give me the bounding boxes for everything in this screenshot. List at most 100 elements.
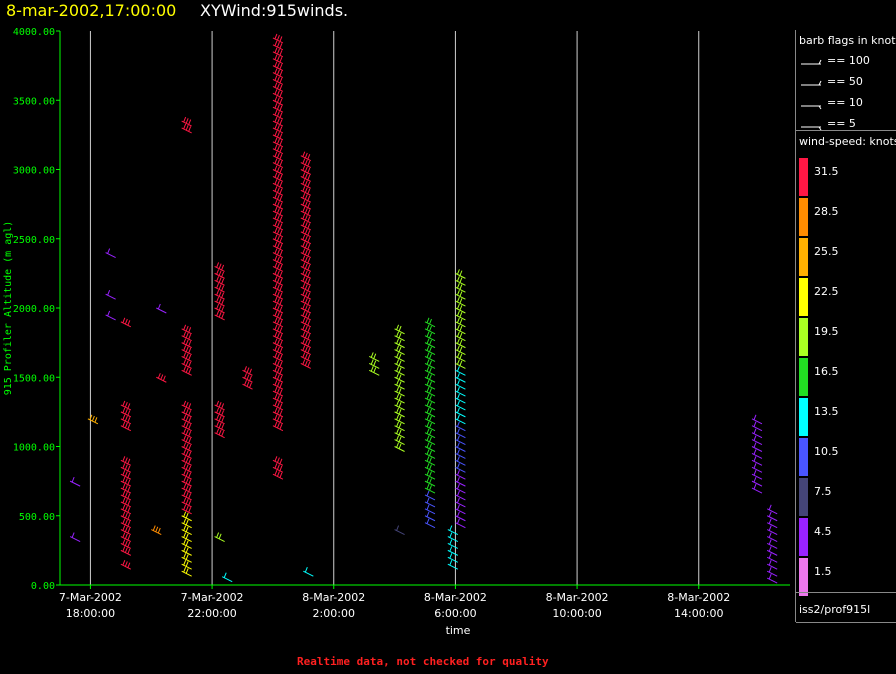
barb-flag xyxy=(183,476,187,483)
barb-flag xyxy=(124,402,128,408)
barb-flag xyxy=(221,299,225,305)
barb-flag xyxy=(456,504,460,511)
barb-flag xyxy=(304,318,308,325)
wind-barb xyxy=(181,116,192,127)
wind-barb xyxy=(272,366,284,376)
barb-flag xyxy=(302,179,306,185)
wind-barb xyxy=(214,276,225,286)
wind-barb xyxy=(221,572,233,583)
barb-flag xyxy=(307,202,311,208)
barb-flag xyxy=(183,407,187,414)
barb-flag xyxy=(183,553,187,559)
wind-barb xyxy=(424,476,436,487)
barb-flag xyxy=(753,414,757,420)
barb-flag xyxy=(307,160,311,167)
wind-barb xyxy=(272,345,284,355)
wind-barb xyxy=(181,421,192,432)
barb-flag xyxy=(183,504,187,511)
barb-flag xyxy=(185,464,189,470)
barb-staff xyxy=(751,452,763,459)
barb-flag xyxy=(188,327,192,333)
barb-flag xyxy=(216,276,220,282)
barb-flag xyxy=(456,497,460,504)
wind-barb xyxy=(424,345,436,355)
barb-flag xyxy=(274,324,278,330)
barb-flag xyxy=(459,311,463,318)
barb-flag xyxy=(279,202,283,208)
barb-flag xyxy=(456,331,460,337)
barb-flag xyxy=(274,400,278,407)
barb-flag xyxy=(124,492,128,498)
barb-flag xyxy=(216,414,220,420)
barb-flag xyxy=(276,277,280,283)
wind-barb xyxy=(272,165,284,175)
barb-flag xyxy=(216,428,220,434)
barb-flag xyxy=(302,193,306,199)
speed-legend-title: wind-speed: knots xyxy=(799,135,896,148)
barb-flag xyxy=(426,373,430,379)
wind-barb xyxy=(455,470,466,480)
barb-flag xyxy=(127,507,131,513)
wind-barb xyxy=(214,269,225,279)
wind-barb xyxy=(300,186,312,196)
barb-flag xyxy=(304,242,308,249)
barb-flag xyxy=(274,421,278,427)
barb-flag xyxy=(127,458,131,465)
barb-flag xyxy=(124,533,128,539)
barb-flag xyxy=(768,539,772,545)
wind-barb xyxy=(181,435,192,446)
barb-flag xyxy=(307,181,311,188)
barb-flag xyxy=(127,520,131,527)
barb-flag xyxy=(768,525,772,531)
barb-flag xyxy=(302,352,306,358)
wind-barb xyxy=(369,366,380,376)
wind-barb xyxy=(181,511,192,522)
wind-barb xyxy=(272,179,284,189)
barb-flag xyxy=(185,471,189,477)
wind-barb xyxy=(455,379,466,390)
barb-flag xyxy=(279,98,283,104)
barb-flag xyxy=(276,221,280,228)
barb-flag xyxy=(188,368,192,375)
wind-barb xyxy=(455,428,466,439)
barb-flag xyxy=(183,366,187,372)
wind-barb xyxy=(766,566,778,577)
wind-barb xyxy=(272,116,284,127)
barb-flag xyxy=(276,138,280,145)
wind-barb xyxy=(120,476,132,487)
barb-flag xyxy=(396,352,400,358)
barb-flag xyxy=(276,90,280,96)
barb-flag xyxy=(183,123,187,130)
barb-flag xyxy=(304,311,308,318)
barb-flag xyxy=(276,125,280,131)
barb-flag xyxy=(302,255,306,261)
wind-barbs xyxy=(69,33,778,584)
wind-barb xyxy=(394,442,405,452)
barb-flag xyxy=(373,353,377,359)
barb-flag xyxy=(183,560,187,566)
barb-flag xyxy=(396,373,400,379)
barb-flag xyxy=(124,408,128,415)
barb-flag xyxy=(276,367,280,373)
speed-scale-label: 10.5 xyxy=(814,445,839,458)
barb-flag xyxy=(127,424,131,430)
barb-flag xyxy=(274,227,278,234)
barb-flag xyxy=(127,493,131,499)
wind-barb xyxy=(300,296,312,307)
wind-barb xyxy=(181,566,192,577)
wind-barb xyxy=(394,352,405,362)
barb-flag xyxy=(396,345,400,351)
wind-barb xyxy=(455,518,466,529)
barb-staff xyxy=(424,501,436,508)
barb-flag xyxy=(218,311,222,318)
barb-flag xyxy=(304,173,308,179)
barb-flag xyxy=(216,532,220,538)
wind-barb xyxy=(214,303,225,314)
barb-flag xyxy=(218,533,222,539)
barb-staff xyxy=(766,563,778,570)
speed-color-swatch xyxy=(799,398,808,436)
wind-barb xyxy=(424,373,436,383)
wind-barb xyxy=(181,338,192,349)
wind-barb xyxy=(424,359,436,369)
barb-flag xyxy=(307,327,311,333)
